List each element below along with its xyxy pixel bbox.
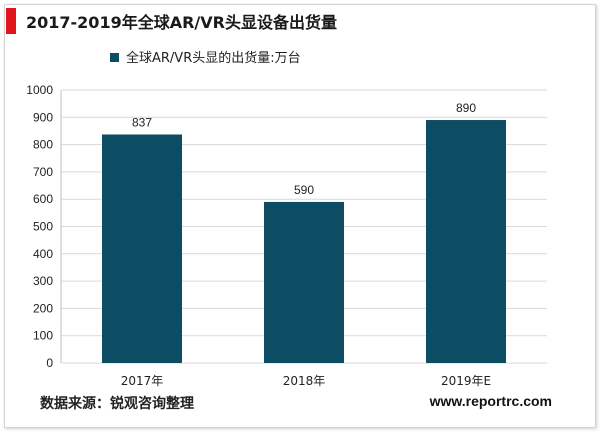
bar [264, 201, 344, 363]
y-tick-label: 100 [33, 329, 53, 343]
bar [426, 120, 506, 363]
x-tick-label: 2017年 [121, 374, 164, 388]
bar [102, 134, 182, 363]
website-url: www.reportrc.com [429, 393, 552, 409]
y-tick-label: 400 [33, 247, 53, 261]
y-tick-label: 500 [33, 220, 53, 234]
y-tick-label: 700 [33, 165, 53, 179]
y-tick-label: 200 [33, 301, 53, 315]
x-tick-label: 2018年 [283, 374, 326, 388]
y-tick-label: 0 [46, 356, 53, 370]
title-bar: 2017-2019年全球AR/VR头显设备出货量 [4, 4, 584, 38]
x-tick-label: 2019年E [441, 374, 491, 388]
data-label: 890 [456, 101, 476, 115]
title-accent-bar [6, 8, 16, 34]
chart-title: 2017-2019年全球AR/VR头显设备出货量 [26, 13, 337, 32]
legend-label: 全球AR/VR头显的出货量:万台 [126, 50, 301, 66]
data-label: 837 [132, 115, 152, 129]
legend-swatch [110, 53, 119, 62]
y-tick-label: 900 [33, 110, 53, 124]
data-source: 数据来源：锐观咨询整理 [40, 396, 194, 412]
y-tick-label: 600 [33, 192, 53, 206]
y-tick-label: 300 [33, 274, 53, 288]
y-tick-label: 800 [33, 138, 53, 152]
data-label: 590 [294, 183, 314, 197]
y-tick-label: 1000 [26, 83, 53, 97]
